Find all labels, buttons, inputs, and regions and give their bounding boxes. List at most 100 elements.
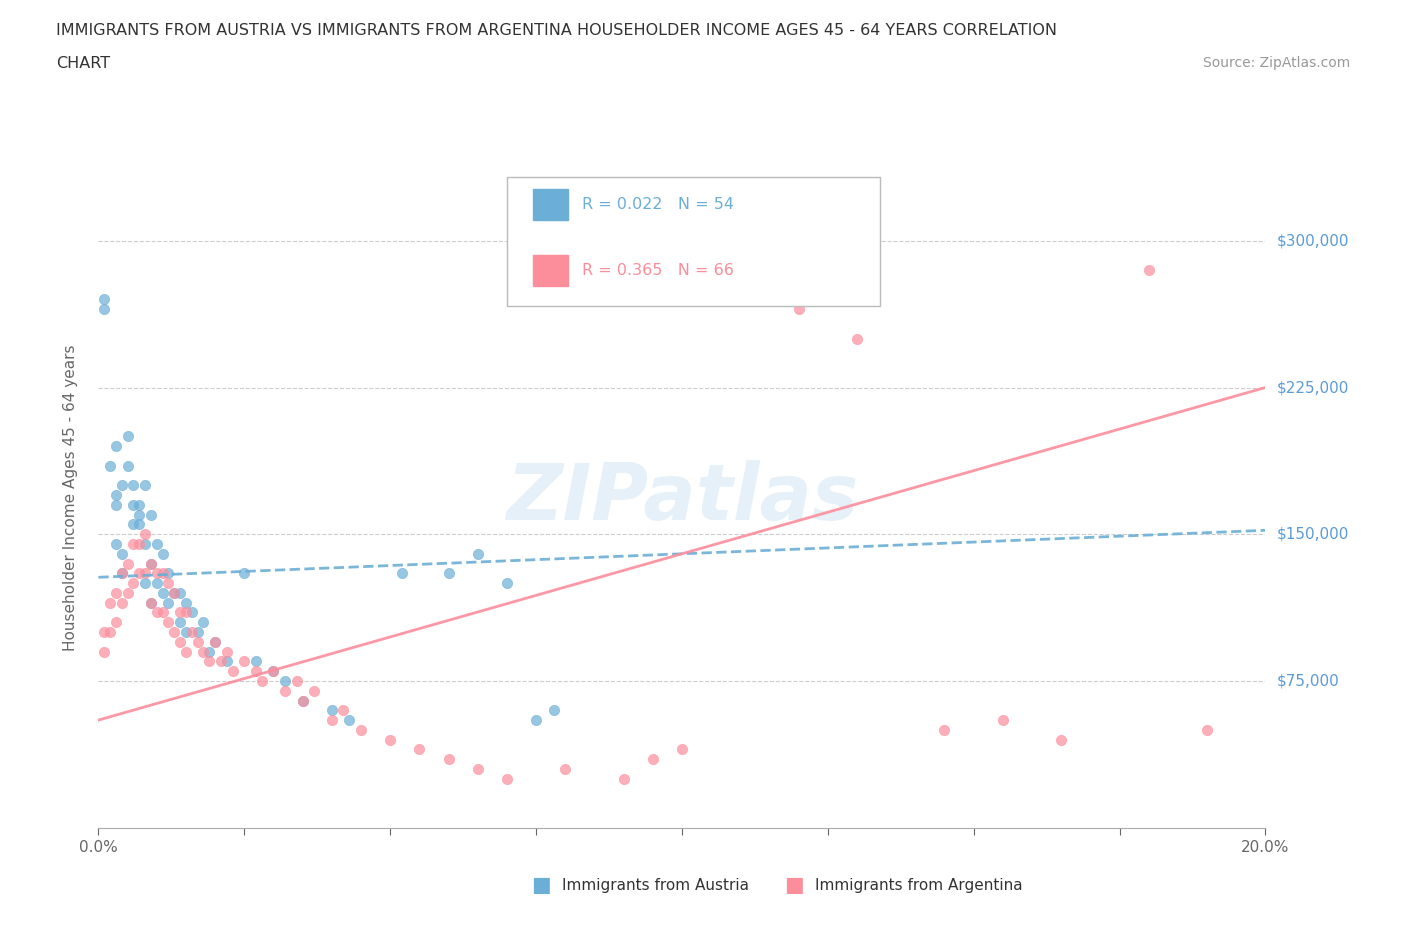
Point [134,576,156,591]
Point [180,625,202,640]
Point [157,595,180,610]
Point [233,654,256,669]
Point [467,762,489,777]
Point [215,654,238,669]
Point [291,693,314,708]
Point [991,712,1014,727]
Bar [533,189,568,220]
Point [193,644,215,659]
Point [104,586,127,601]
Point [169,615,191,630]
Text: Immigrants from Austria: Immigrants from Austria [562,878,749,893]
Text: Immigrants from Argentina: Immigrants from Argentina [815,878,1024,893]
Point [111,546,134,561]
Point [221,664,243,679]
Point [93,302,115,317]
Text: R = 0.365   N = 66: R = 0.365 N = 66 [582,263,734,278]
Y-axis label: Householder Income Ages 45 - 64 years: Householder Income Ages 45 - 64 years [63,344,77,651]
Text: ■: ■ [785,875,804,896]
FancyBboxPatch shape [506,178,880,306]
Text: R = 0.022   N = 54: R = 0.022 N = 54 [582,197,734,212]
Point [104,487,127,502]
Point [262,664,284,679]
Text: ■: ■ [531,875,551,896]
Point [128,537,150,551]
Point [117,429,139,444]
Point [1050,732,1073,747]
Point [728,292,751,307]
Point [146,566,169,581]
Point [209,654,232,669]
Point [111,566,134,581]
Point [134,537,156,551]
Point [204,634,226,649]
Point [139,595,162,610]
Point [146,605,169,620]
Point [157,615,180,630]
Point [98,595,121,610]
Point [198,644,221,659]
Point [845,331,868,346]
Point [152,586,174,601]
Point [117,556,139,571]
Point [250,673,273,688]
Text: ZIPatlas: ZIPatlas [506,459,858,536]
Point [198,654,221,669]
Point [408,742,430,757]
Point [157,576,180,591]
Text: $150,000: $150,000 [1277,526,1348,542]
Point [641,751,664,766]
Point [554,762,576,777]
Point [274,684,297,698]
Point [274,673,297,688]
Point [1195,723,1218,737]
Text: CHART: CHART [56,56,110,71]
Point [146,537,169,551]
Point [233,566,256,581]
Point [215,644,238,659]
Point [152,566,174,581]
Point [98,625,121,640]
Point [174,595,197,610]
Point [134,478,156,493]
Point [104,439,127,454]
Point [93,625,115,640]
Point [122,517,145,532]
Point [332,703,354,718]
Point [304,684,326,698]
Point [104,615,127,630]
Point [1137,262,1160,277]
Point [122,537,145,551]
Point [111,566,134,581]
Point [134,566,156,581]
Text: $75,000: $75,000 [1277,673,1340,688]
Point [934,723,956,737]
Point [291,693,314,708]
Point [391,566,413,581]
Point [139,507,162,522]
Point [671,742,693,757]
Point [146,576,169,591]
Point [169,634,191,649]
Point [245,654,267,669]
Text: $300,000: $300,000 [1277,233,1348,248]
Point [350,723,373,737]
Point [122,576,145,591]
Point [467,546,489,561]
Point [139,595,162,610]
Point [169,586,191,601]
Point [174,605,197,620]
Point [245,664,267,679]
Point [321,703,343,718]
Point [174,644,197,659]
Point [122,498,145,512]
Point [169,605,191,620]
Point [163,625,186,640]
Point [128,507,150,522]
Point [174,625,197,640]
Point [117,586,139,601]
Point [152,605,174,620]
Point [285,673,308,688]
Point [152,546,174,561]
Point [180,605,202,620]
